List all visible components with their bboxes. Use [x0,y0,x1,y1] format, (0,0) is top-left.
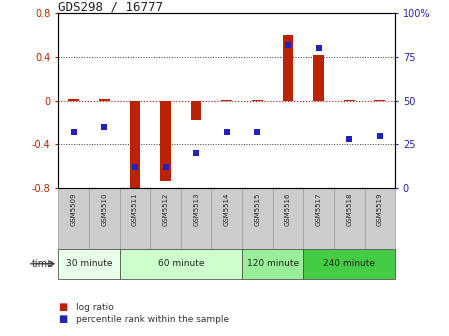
Text: 30 minute: 30 minute [66,259,112,268]
Bar [303,249,395,279]
Text: GSM5519: GSM5519 [377,193,383,226]
Bar [252,100,263,101]
Text: GSM5515: GSM5515 [255,193,260,226]
Text: GSM5518: GSM5518 [346,193,352,226]
Bar [191,101,202,121]
Bar [344,100,355,101]
Text: 60 minute: 60 minute [158,259,204,268]
Bar [119,188,150,249]
Text: log ratio: log ratio [76,303,114,312]
Text: GSM5516: GSM5516 [285,193,291,226]
Text: GSM5511: GSM5511 [132,193,138,226]
Text: percentile rank within the sample: percentile rank within the sample [76,315,229,324]
Bar [58,249,119,279]
Bar [211,188,242,249]
Bar [273,188,303,249]
Bar [313,55,324,101]
Bar [150,188,181,249]
Text: GSM5513: GSM5513 [193,193,199,226]
Text: GSM5514: GSM5514 [224,193,230,226]
Text: GSM5517: GSM5517 [316,193,321,226]
Bar [58,188,89,249]
Text: 120 minute: 120 minute [247,259,299,268]
Bar [282,35,293,101]
Bar [181,188,211,249]
Bar [365,188,395,249]
Text: time: time [32,259,54,269]
Bar [221,100,232,101]
Text: GSM5512: GSM5512 [163,193,168,226]
Text: GDS298 / 16777: GDS298 / 16777 [58,0,163,13]
Text: GSM5510: GSM5510 [101,193,107,226]
Bar [374,100,385,101]
Text: GSM5509: GSM5509 [70,193,77,226]
Bar [160,101,171,180]
Bar [242,188,273,249]
Bar [99,99,110,101]
Text: 240 minute: 240 minute [323,259,375,268]
Bar [89,188,119,249]
Bar [334,188,365,249]
Bar [130,101,140,188]
Text: ■: ■ [58,302,68,312]
Bar [68,99,79,101]
Bar [242,249,303,279]
Bar [119,249,242,279]
Text: ■: ■ [58,314,68,324]
Bar [303,188,334,249]
